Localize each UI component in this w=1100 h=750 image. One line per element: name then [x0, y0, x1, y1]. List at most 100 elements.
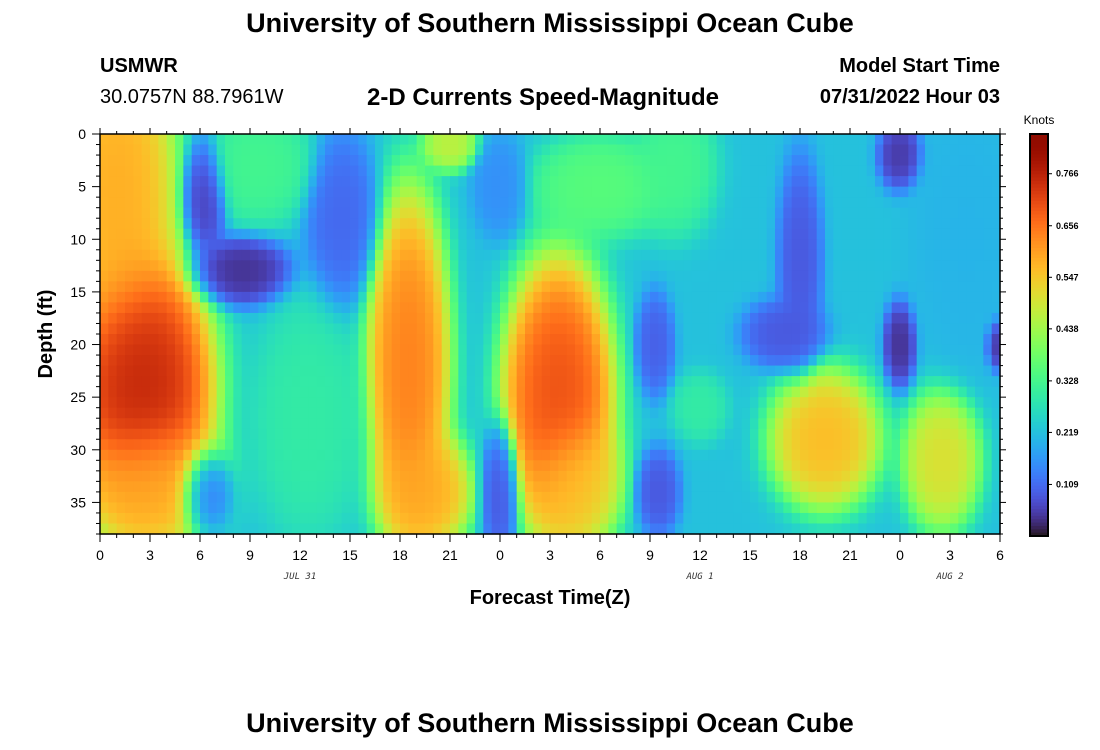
- heatmap-cell: [891, 197, 901, 209]
- heatmap-cell: [333, 134, 343, 146]
- heatmap-cell: [441, 207, 451, 219]
- heatmap-cell: [325, 228, 334, 240]
- heatmap-cell: [591, 334, 601, 346]
- heatmap-cell: [366, 449, 376, 461]
- heatmap-cell: [283, 523, 293, 535]
- heatmap-cell: [108, 186, 118, 198]
- heatmap-cell: [941, 376, 951, 388]
- heatmap-cell: [966, 470, 976, 482]
- heatmap-cell: [750, 134, 759, 146]
- colorbar-swatch: [1030, 217, 1048, 222]
- heatmap-cell: [200, 449, 209, 461]
- heatmap-cell: [675, 239, 684, 251]
- heatmap-cell: [708, 197, 718, 209]
- heatmap-cell: [808, 312, 818, 325]
- heatmap-cell: [291, 270, 301, 282]
- heatmap-cell: [908, 365, 918, 377]
- heatmap-cell: [700, 207, 709, 219]
- heatmap-cell: [225, 344, 234, 356]
- heatmap-cell: [841, 228, 851, 240]
- heatmap-cell: [341, 134, 351, 146]
- heatmap-cell: [783, 397, 793, 409]
- heatmap-cell: [991, 502, 1001, 514]
- heatmap-cell: [475, 249, 484, 261]
- heatmap-cell: [225, 397, 234, 409]
- heatmap-cell: [333, 418, 343, 430]
- heatmap-cell: [708, 407, 718, 419]
- heatmap-cell: [525, 386, 534, 398]
- heatmap-cell: [725, 207, 734, 219]
- colorbar-swatch: [1030, 425, 1048, 430]
- heatmap-cell: [316, 312, 326, 325]
- heatmap-cell: [616, 144, 626, 156]
- heatmap-cell: [966, 239, 976, 251]
- heatmap-cell: [791, 218, 801, 230]
- heatmap-cell: [233, 344, 243, 356]
- heatmap-cell: [383, 197, 393, 209]
- heatmap-cell: [616, 281, 626, 293]
- heatmap-cell: [800, 249, 809, 261]
- heatmap-cell: [825, 428, 834, 440]
- heatmap-cell: [491, 186, 501, 198]
- heatmap-cell: [833, 344, 843, 356]
- heatmap-cell: [516, 502, 526, 514]
- heatmap-cell: [241, 239, 251, 251]
- heatmap-cell: [625, 439, 634, 451]
- heatmap-cell: [525, 176, 534, 188]
- heatmap-cell: [591, 397, 601, 409]
- heatmap-cell: [916, 312, 926, 325]
- heatmap-cell: [758, 418, 768, 430]
- heatmap-cell: [916, 386, 926, 398]
- heatmap-cell: [641, 197, 651, 209]
- heatmap-cell: [708, 270, 718, 282]
- heatmap-cell: [883, 418, 893, 430]
- heatmap-cell: [500, 249, 509, 261]
- heatmap-cell: [216, 302, 226, 314]
- heatmap-cell: [825, 397, 834, 409]
- heatmap-cell: [100, 228, 109, 240]
- heatmap-cell: [175, 397, 184, 409]
- heatmap-cell: [325, 291, 334, 304]
- heatmap-cell: [400, 144, 409, 156]
- heatmap-cell: [200, 312, 209, 325]
- y-tick-label: 20: [70, 337, 86, 353]
- heatmap-cell: [725, 165, 734, 177]
- footer-title: University of Southern Mississippi Ocean…: [246, 708, 854, 738]
- heatmap-cell: [325, 186, 334, 198]
- heatmap-cell: [325, 481, 334, 493]
- heatmap-cell: [266, 523, 276, 535]
- heatmap-cell: [833, 281, 843, 293]
- heatmap-cell: [575, 355, 584, 367]
- heatmap-cell: [908, 376, 918, 388]
- heatmap-cell: [650, 397, 659, 409]
- heatmap-cell: [158, 239, 168, 251]
- heatmap-cell: [425, 491, 434, 504]
- heatmap-cell: [191, 428, 201, 440]
- heatmap-cell: [575, 481, 584, 493]
- heatmap-cell: [900, 291, 909, 304]
- heatmap-cell: [675, 418, 684, 430]
- heatmap-cell: [625, 218, 634, 230]
- heatmap-cell: [966, 365, 976, 377]
- heatmap-cell: [308, 523, 318, 535]
- colorbar-swatch: [1030, 438, 1048, 443]
- heatmap-cell: [750, 355, 759, 367]
- heatmap-cell: [216, 439, 226, 451]
- heatmap-cell: [391, 428, 401, 440]
- heatmap-cell: [716, 491, 726, 504]
- heatmap-cell: [291, 428, 301, 440]
- heatmap-cell: [791, 134, 801, 146]
- colorbar-swatch: [1030, 358, 1048, 363]
- heatmap-cell: [933, 481, 943, 493]
- heatmap-cell: [416, 334, 426, 346]
- heatmap-cell: [725, 312, 734, 325]
- heatmap-cell: [508, 355, 518, 367]
- heatmap-cell: [466, 439, 476, 451]
- heatmap-cell: [433, 302, 443, 314]
- heatmap-cell: [858, 470, 868, 482]
- heatmap-cell: [991, 134, 1001, 146]
- heatmap-cell: [100, 502, 109, 514]
- heatmap-cell: [200, 355, 209, 367]
- heatmap-cell: [800, 407, 809, 419]
- heatmap-cell: [241, 270, 251, 282]
